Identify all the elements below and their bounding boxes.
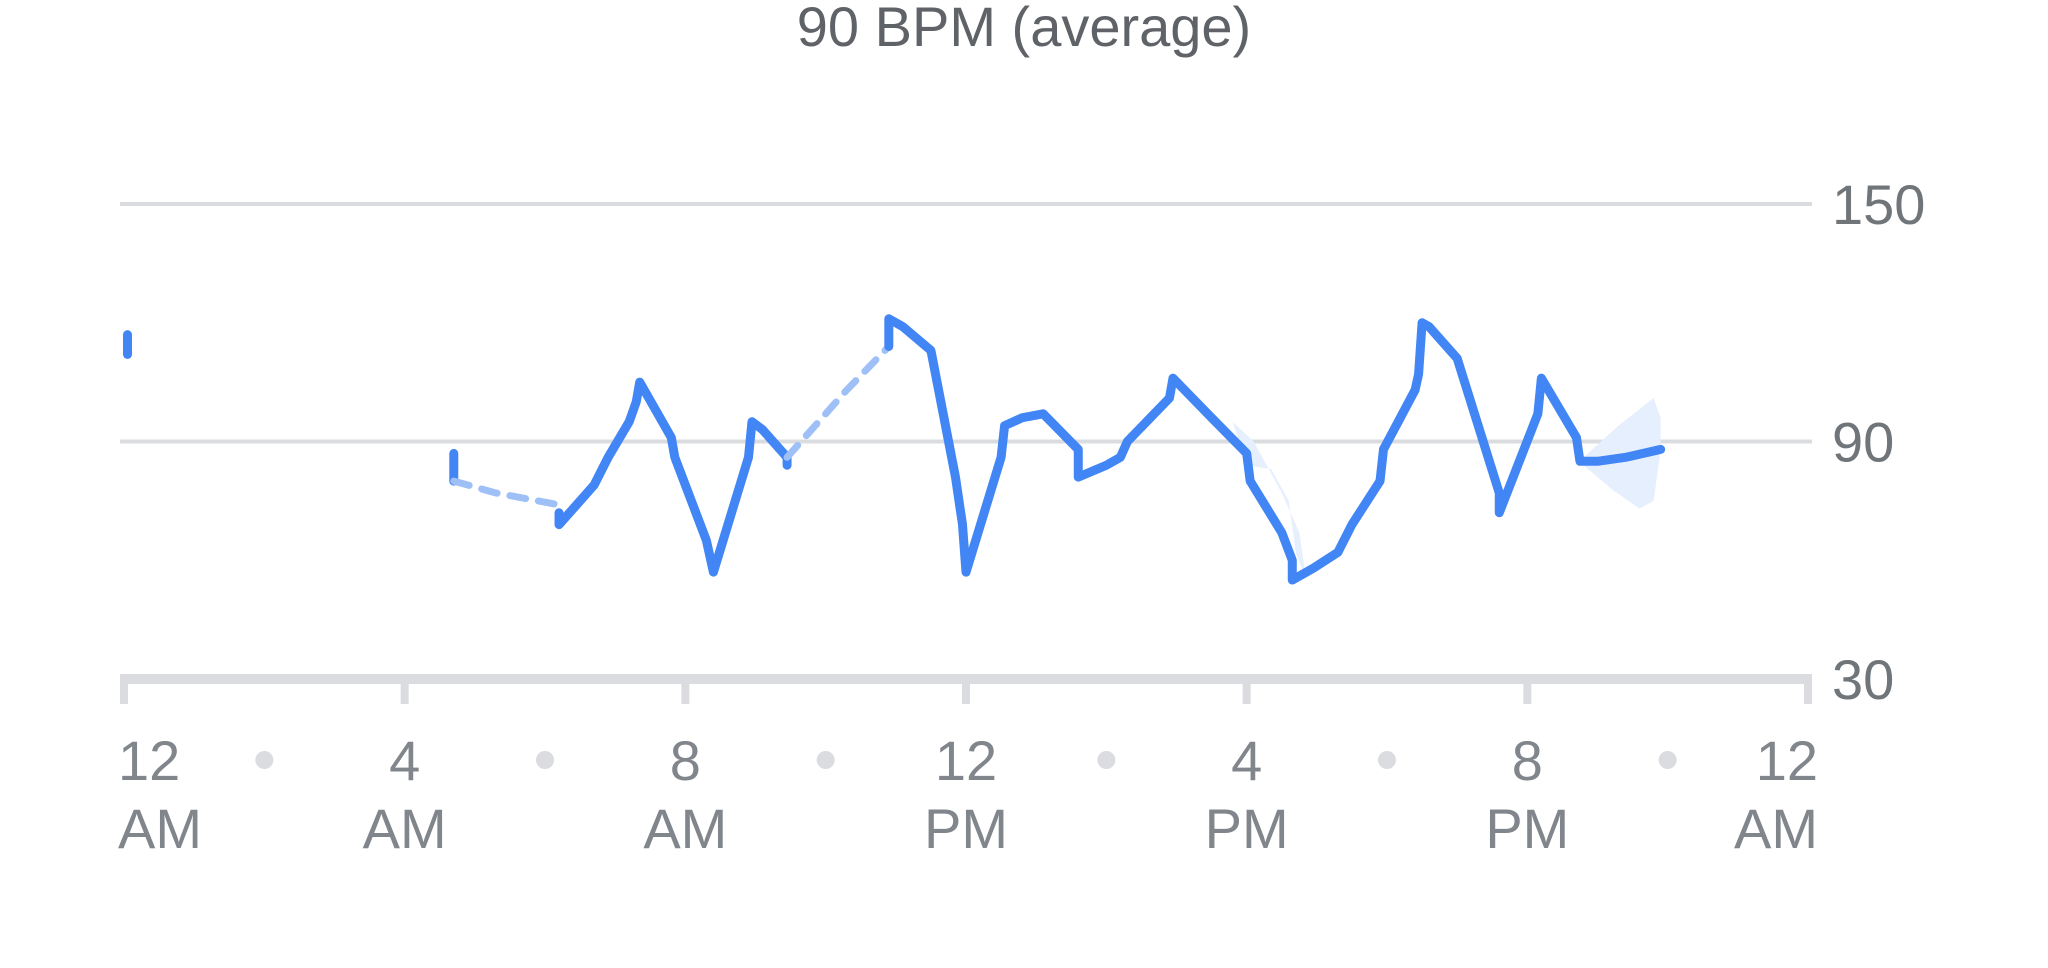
x-tick-label-6: 12 (1756, 729, 1818, 792)
y-tick-label-0: 150 (1832, 173, 1925, 236)
heart-rate-segment-4 (783, 343, 893, 461)
x-tick-label-1: 4 (389, 729, 420, 792)
x-tick-sublabel-1: AM (363, 797, 447, 860)
series-layer (123, 314, 1666, 585)
chart-title: 90 BPM (average) (797, 0, 1251, 58)
x-tick-label-5: 8 (1512, 729, 1543, 792)
x-minor-dot-4 (1378, 751, 1396, 769)
x-tick-sublabel-3: PM (924, 797, 1008, 860)
x-minor-dot-5 (1658, 751, 1677, 769)
x-tick-sublabel-2: AM (643, 797, 727, 860)
x-tick-sublabel-6: AM (1734, 797, 1818, 860)
x-tick-label-3: 12 (935, 729, 997, 792)
x-tick-sublabel-0: AM (118, 797, 202, 860)
band-layer (1232, 397, 1661, 581)
x-minor-dot-2 (816, 751, 835, 769)
x-minor-dot-3 (1097, 751, 1116, 769)
x-tick-label-4: 4 (1231, 729, 1262, 792)
x-tick-sublabel-4: PM (1205, 797, 1289, 860)
x-minor-dot-0 (255, 751, 274, 769)
x-tick-label-2: 8 (670, 729, 701, 792)
x-tick-sublabel-5: PM (1485, 797, 1569, 860)
x-minor-dot-1 (536, 751, 554, 769)
y-tick-label-1: 90 (1832, 411, 1894, 474)
axis-layer (120, 674, 1812, 769)
x-tick-label-0: 12 (118, 729, 180, 792)
heart-rate-segment-2 (450, 477, 563, 509)
y-tick-label-2: 30 (1832, 648, 1894, 711)
heart-rate-segment-3 (554, 377, 792, 577)
heart-rate-segment-5 (884, 314, 1666, 585)
